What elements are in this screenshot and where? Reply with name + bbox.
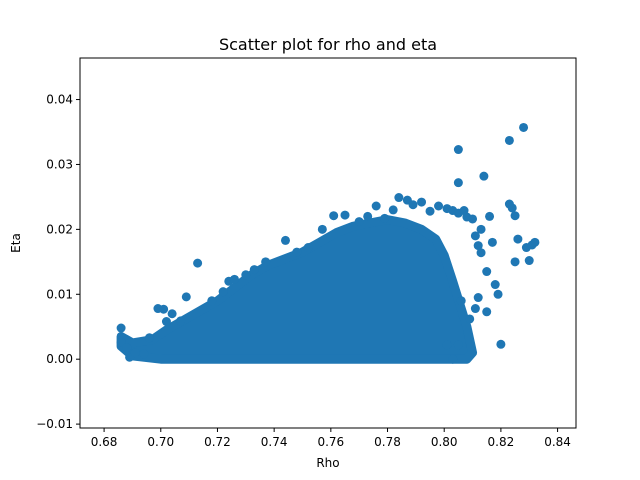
scatter-point	[292, 247, 302, 257]
x-axis: 0.68 0.70 0.72 0.74 0.76 0.78 0.80 0.82 0.84	[91, 428, 571, 449]
scatter-point	[530, 237, 540, 247]
scatter-point	[159, 304, 169, 314]
scatter-point	[417, 197, 427, 207]
scatter-point	[218, 287, 228, 297]
scatter-point	[510, 211, 520, 221]
scatter-point	[354, 217, 364, 227]
scatter-point	[380, 213, 390, 223]
scatter-point	[434, 201, 444, 211]
scatter-point	[207, 296, 217, 306]
scatter-point	[340, 210, 350, 220]
dense-point-cloud	[116, 215, 478, 364]
x-tick-label: 0.78	[374, 435, 401, 449]
x-tick-label: 0.70	[147, 435, 174, 449]
scatter-point	[482, 267, 492, 277]
y-tick-label: 0.04	[46, 93, 73, 107]
chart-title: Scatter plot for rho and eta	[219, 35, 437, 54]
scatter-point	[280, 235, 290, 245]
scatter-point	[476, 248, 486, 258]
scatter-point	[363, 211, 373, 221]
scatter-point	[510, 257, 520, 267]
scatter-point	[303, 243, 313, 253]
scatter-point	[139, 349, 149, 359]
scatter-point	[329, 211, 339, 221]
x-tick-label: 0.68	[91, 435, 118, 449]
scatter-point	[470, 304, 480, 314]
x-tick-label: 0.84	[544, 435, 571, 449]
scatter-point	[161, 317, 171, 327]
scatter-point	[249, 265, 259, 275]
scatter-point	[394, 193, 404, 203]
scatter-point	[130, 348, 140, 358]
scatter-point	[122, 343, 132, 353]
scatter-point	[371, 201, 381, 211]
y-tick-label: −0.01	[36, 417, 73, 431]
scatter-point	[425, 206, 435, 216]
scatter-point	[167, 309, 177, 319]
scatter-point	[473, 241, 483, 251]
scatter-point	[465, 314, 475, 324]
x-tick-label: 0.80	[431, 435, 458, 449]
scatter-point	[519, 122, 529, 132]
scatter-point	[513, 234, 523, 244]
scatter-point	[524, 256, 534, 266]
scatter-point	[144, 333, 154, 343]
y-tick-label: 0.02	[46, 222, 73, 236]
scatter-point	[241, 270, 251, 280]
scatter-point	[487, 237, 497, 247]
scatter-point	[193, 258, 203, 268]
scatter-point	[116, 323, 126, 333]
scatter-point	[473, 293, 483, 303]
scatter-point	[456, 296, 466, 306]
scatter-point	[479, 171, 489, 181]
scatter-point	[493, 289, 503, 299]
scatter-point	[229, 274, 239, 284]
axes-frame	[79, 57, 577, 429]
y-axis: −0.01 0.00 0.01 0.02 0.03 0.04	[36, 93, 80, 431]
scatter-point	[388, 205, 398, 215]
plot-area	[116, 122, 540, 364]
scatter-point	[448, 354, 458, 364]
y-axis-label: Eta	[9, 233, 23, 253]
y-tick-label: 0.01	[46, 287, 73, 301]
scatter-point	[453, 145, 463, 155]
x-tick-label: 0.72	[204, 435, 231, 449]
scatter-point	[116, 337, 126, 347]
scatter-point	[442, 340, 452, 350]
scatter-point	[470, 231, 480, 241]
scatter-point	[453, 340, 463, 350]
scatter-point	[504, 135, 514, 145]
scatter-point	[317, 224, 327, 234]
scatter-point	[490, 280, 500, 290]
scatter-point	[485, 211, 495, 221]
scatter-point	[507, 203, 517, 213]
scatter-point	[468, 214, 478, 224]
scatter-point	[496, 339, 506, 349]
x-tick-label: 0.74	[261, 435, 288, 449]
x-axis-label: Rho	[316, 456, 339, 470]
scatter-point	[408, 200, 418, 210]
scatter-point	[453, 178, 463, 188]
scatter-point	[176, 316, 186, 326]
scatter-point	[476, 224, 486, 234]
x-tick-label: 0.76	[317, 435, 344, 449]
y-tick-label: 0.03	[46, 157, 73, 171]
scatter-point	[482, 307, 492, 317]
scatter-point	[181, 292, 191, 302]
scatter-point	[261, 257, 271, 267]
x-tick-label: 0.82	[488, 435, 515, 449]
y-tick-label: 0.00	[46, 352, 73, 366]
